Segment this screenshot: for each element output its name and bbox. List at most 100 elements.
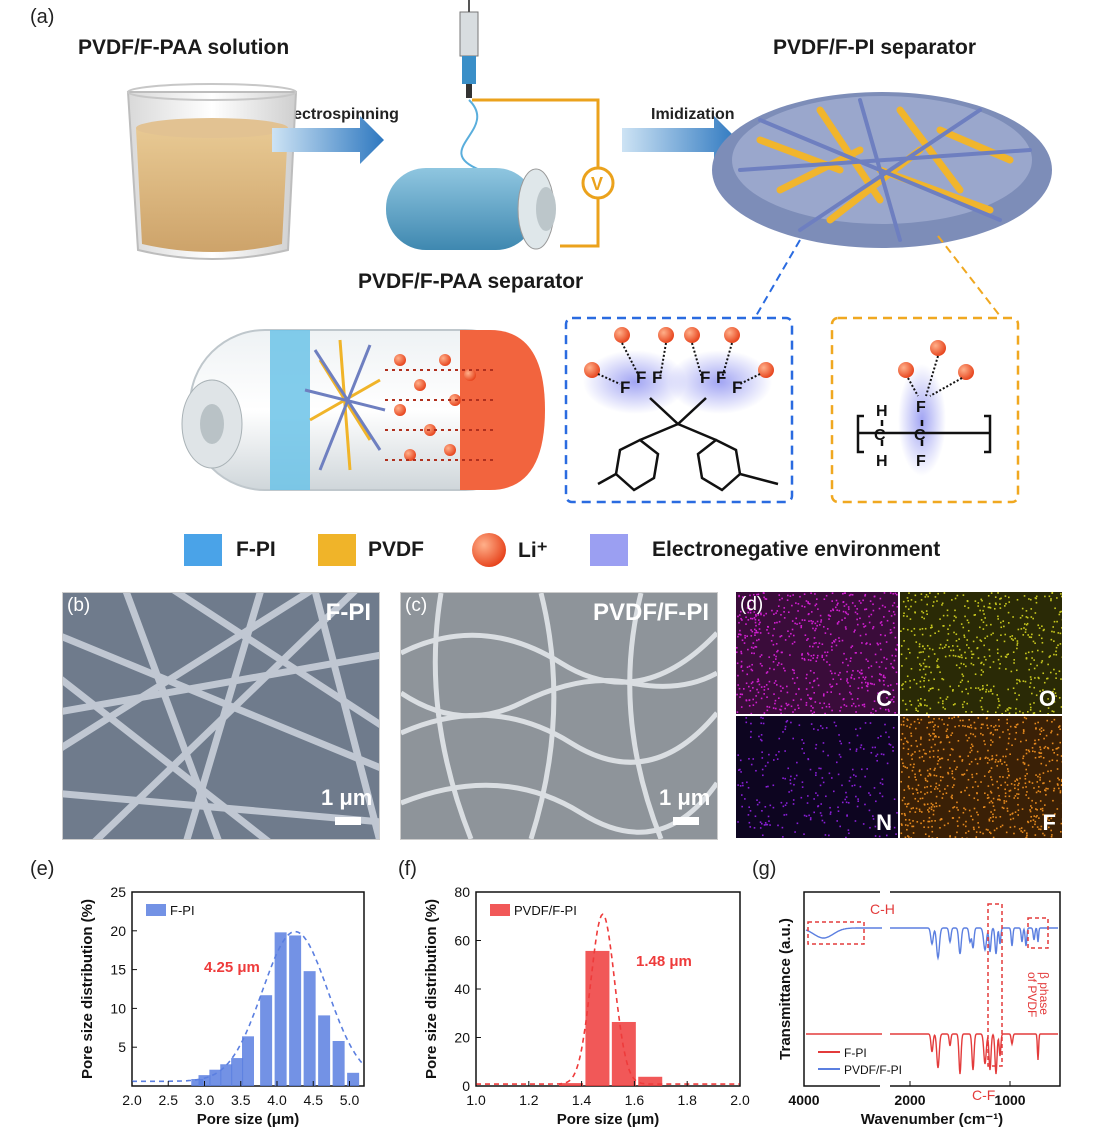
- imidization-arrow: [622, 116, 738, 164]
- bar: [611, 1021, 636, 1086]
- legend-li: Li⁺: [518, 539, 548, 562]
- collector-roller: [386, 168, 556, 250]
- bar: [198, 1075, 211, 1086]
- eds-map-c: C: [736, 592, 899, 716]
- y-tick-label: 10: [110, 1000, 126, 1016]
- electrospinning-arrow: [272, 116, 384, 164]
- legend-electronegative: Electronegative environment: [652, 538, 941, 561]
- y-tick-label: 40: [454, 981, 470, 997]
- svg-text:F: F: [700, 368, 710, 387]
- sem-fibers-fpi: [63, 593, 379, 839]
- eds-map-f: F: [900, 716, 1064, 840]
- y-tick-label: 25: [110, 884, 126, 900]
- plot-frame: [803, 891, 1061, 1087]
- eds-maps: C O N F (d): [736, 592, 1064, 840]
- x-axis-label: Wavenumber (cm⁻¹): [861, 1111, 1003, 1128]
- svg-text:H: H: [876, 453, 888, 470]
- fiber-mat-illustration: [712, 92, 1052, 248]
- x-tick-label: 3.0: [195, 1092, 215, 1108]
- x-tick-label: 1.0: [466, 1092, 486, 1108]
- svg-text:F: F: [716, 368, 726, 387]
- x-tick-label: 1.8: [677, 1092, 697, 1108]
- ch-annotation: C-H: [870, 901, 895, 917]
- x-tick-label: 4.5: [304, 1092, 324, 1108]
- sem-label-pvdf-fpi: PVDF/F-PI: [592, 599, 709, 626]
- electrospinning-label: Electrospinning: [278, 106, 399, 123]
- cf-annotation: C-F: [972, 1087, 995, 1103]
- panel-label-d: (d): [740, 594, 764, 615]
- y-tick-label: 15: [110, 962, 126, 978]
- legend-label-pvdf-fpi: PVDF/F-PI: [844, 1063, 902, 1077]
- svg-text:F: F: [916, 453, 926, 470]
- bar: [209, 1069, 222, 1086]
- chart-e: 2.0 2.5 3.0 3.5 4.0 4.5 5.0 5 10 15 20 25 Pore size …: [79, 884, 365, 1128]
- y-tick-label: 20: [454, 1030, 470, 1046]
- svg-text:C: C: [914, 427, 926, 444]
- x-tick-label: 2000: [894, 1092, 925, 1108]
- chart-f: 1.0 1.2 1.4 1.6 1.8 2.0 0 20 40 60 80 Pore size (μm…: [423, 884, 750, 1128]
- bar: [231, 1058, 244, 1086]
- legend-swatch-fpi: [184, 534, 222, 566]
- y-axis-label: Transmittance (a.u.): [777, 918, 794, 1060]
- panel-label-g: (g): [752, 858, 777, 880]
- legend-swatch-electronegative: [590, 534, 628, 566]
- separator-title: PVDF/F-PI separator: [773, 36, 977, 59]
- cf-box: [987, 903, 1003, 1067]
- x-tick-label: 1000: [994, 1092, 1025, 1108]
- bar: [260, 995, 273, 1086]
- x-tick-label: 2.0: [122, 1092, 142, 1108]
- x-axis-label: Pore size (μm): [557, 1111, 660, 1128]
- scale-bar-text-c: 1 μm: [659, 785, 711, 810]
- panel-label-f: (f): [398, 858, 417, 880]
- legend-label-fpi: F-PI: [844, 1046, 867, 1060]
- series-line-pvdf-fpi: [805, 927, 1058, 961]
- x-tick-label: 4.0: [267, 1092, 287, 1108]
- bar: [585, 950, 610, 1086]
- electrospinning-setup: V: [458, 0, 615, 248]
- legend-pvdf: PVDF: [368, 538, 425, 561]
- scale-bar-c: [673, 817, 699, 825]
- legend-swatch-pvdf: [318, 534, 356, 566]
- schematic-illustration: V: [126, 0, 1052, 567]
- eds-map-n: N: [736, 716, 898, 840]
- y-tick-label: 80: [454, 884, 470, 900]
- voltage-symbol: V: [591, 174, 603, 194]
- panel-label-b: (b): [67, 595, 91, 616]
- svg-text:C: C: [874, 427, 886, 444]
- ch-box: [807, 921, 865, 945]
- legend-swatch: [146, 904, 166, 916]
- y-tick-label: 5: [118, 1039, 126, 1055]
- solution-title: PVDF/F-PAA solution: [78, 36, 290, 59]
- peak-annotation: 1.48 μm: [636, 953, 692, 970]
- sem-fibers-pvdf-fpi: [401, 593, 717, 839]
- beta-box: [1027, 917, 1049, 949]
- y-axis-label: Pore size distribution (%): [79, 899, 96, 1079]
- scale-bar-b: [335, 817, 361, 825]
- series-line-fpi: [806, 1033, 1058, 1075]
- peak-annotation: 4.25 μm: [204, 959, 260, 976]
- svg-text:F: F: [636, 368, 646, 387]
- bar: [303, 971, 316, 1086]
- svg-text:F: F: [620, 378, 630, 397]
- panel-label-e: (e): [30, 858, 55, 880]
- axis-break-top: [880, 888, 890, 896]
- panel-label-a: (a): [30, 6, 55, 28]
- x-tick-label: 1.2: [519, 1092, 539, 1108]
- bar: [638, 1076, 663, 1086]
- svg-text:F: F: [732, 378, 742, 397]
- svg-text:H: H: [876, 403, 888, 420]
- fpi-structure-box: FF F F FF: [564, 316, 794, 504]
- bar: [242, 1036, 254, 1086]
- bar: [559, 1083, 584, 1086]
- legend-swatch: [490, 904, 510, 916]
- bar: [274, 932, 287, 1086]
- bar: [220, 1064, 233, 1086]
- x-tick-label: 1.4: [572, 1092, 592, 1108]
- y-tick-label: 20: [110, 923, 126, 939]
- x-tick-label: 4000: [788, 1092, 819, 1108]
- legend-fpi: F-PI: [236, 538, 276, 561]
- axis-break-bottom: [880, 1082, 890, 1090]
- pvdf-structure-box: H C H F C F: [830, 316, 1020, 504]
- panel-label-c: (c): [405, 595, 428, 616]
- svg-text:F: F: [652, 368, 662, 387]
